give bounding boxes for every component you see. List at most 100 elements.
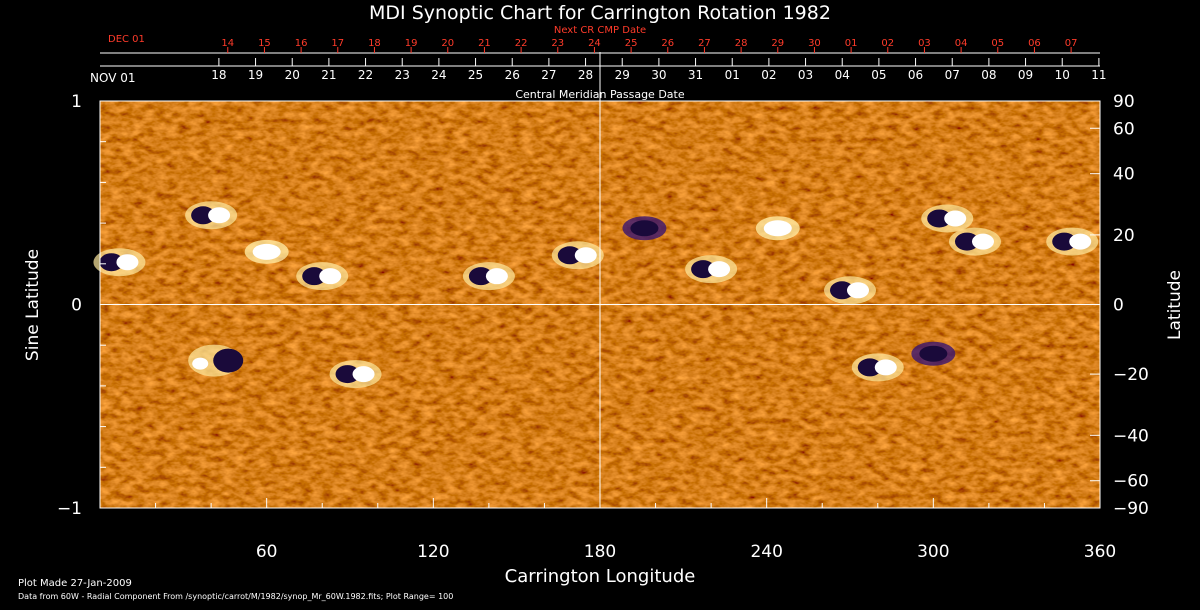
y-tick-label-left: 0 bbox=[71, 296, 82, 316]
next-cmp-date-label: 25 bbox=[625, 38, 638, 49]
negative-polarity bbox=[857, 358, 882, 377]
active-region bbox=[949, 227, 1001, 256]
next-cmp-date-label: 23 bbox=[551, 38, 564, 49]
negative-polarity bbox=[302, 267, 327, 286]
negative-polarity bbox=[335, 365, 360, 384]
cmp-date-label: 11 bbox=[1091, 68, 1106, 82]
next-cmp-date-label: 03 bbox=[918, 38, 931, 49]
active-region bbox=[296, 262, 349, 291]
cmp-date-label: 21 bbox=[321, 68, 336, 82]
next-cmp-date-label: 05 bbox=[991, 38, 1004, 49]
next-cmp-date-label: 02 bbox=[881, 38, 894, 49]
cmp-date-label: 03 bbox=[798, 68, 813, 82]
next-cmp-date-label: 06 bbox=[1028, 38, 1041, 49]
y-axis-label-right: Latitude bbox=[1165, 270, 1185, 340]
active-region bbox=[685, 255, 738, 284]
cmp-date-label: 26 bbox=[505, 68, 520, 82]
positive-polarity bbox=[252, 243, 281, 260]
next-cmp-date-label: 18 bbox=[368, 38, 381, 49]
positive-polarity bbox=[1069, 233, 1092, 250]
y-tick-label-left: −1 bbox=[57, 499, 82, 519]
y-tick-label-right: 40 bbox=[1113, 165, 1135, 185]
active-region bbox=[911, 341, 956, 366]
cmp-axis-label: Central Meridian Passage Date bbox=[515, 88, 684, 101]
x-tick-label: 300 bbox=[917, 542, 949, 562]
active-region bbox=[244, 239, 289, 264]
next-cmp-date-label: 17 bbox=[331, 38, 344, 49]
negative-polarity bbox=[691, 260, 716, 279]
next-cmp-month-label: DEC 01 bbox=[108, 34, 145, 45]
next-cmp-date-label: 07 bbox=[1065, 38, 1078, 49]
y-tick-label-right: −90 bbox=[1113, 499, 1149, 519]
positive-polarity bbox=[485, 268, 508, 285]
y-tick-label-right: −60 bbox=[1113, 472, 1149, 492]
cmp-date-label: 10 bbox=[1055, 68, 1070, 82]
negative-polarity bbox=[955, 232, 979, 251]
negative-polarity bbox=[927, 209, 952, 228]
cmp-date-label: 24 bbox=[431, 68, 446, 82]
x-tick-label: 180 bbox=[584, 542, 616, 562]
next-cmp-date-label: 15 bbox=[258, 38, 271, 49]
cmp-date-label: 25 bbox=[468, 68, 483, 82]
positive-polarity bbox=[708, 261, 731, 278]
active-region bbox=[551, 241, 604, 270]
negative-polarity bbox=[830, 281, 854, 300]
plot-made-note: Plot Made 27-Jan-2009 bbox=[18, 578, 132, 589]
cmp-date-label: 28 bbox=[578, 68, 593, 82]
axis-guides bbox=[100, 52, 1100, 508]
cmp-date-label: 22 bbox=[358, 68, 373, 82]
active-region bbox=[921, 204, 974, 233]
cmp-date-label: 29 bbox=[615, 68, 630, 82]
cmp-date-label: 05 bbox=[871, 68, 886, 82]
cmp-date-label: 27 bbox=[541, 68, 556, 82]
next-cmp-date-label: 21 bbox=[478, 38, 491, 49]
active-region bbox=[755, 216, 800, 241]
negative-polarity bbox=[213, 348, 244, 373]
negative-polarity bbox=[191, 206, 216, 225]
x-tick-label: 120 bbox=[417, 542, 449, 562]
next-cmp-date-label: 01 bbox=[845, 38, 858, 49]
cmp-date-label: 01 bbox=[725, 68, 740, 82]
y-tick-label-right: 0 bbox=[1113, 296, 1124, 316]
next-cmp-date-label: 24 bbox=[588, 38, 601, 49]
next-cmp-date-label: 27 bbox=[698, 38, 711, 49]
cmp-date-label: 09 bbox=[1018, 68, 1033, 82]
positive-polarity bbox=[192, 357, 209, 370]
negative-polarity bbox=[919, 345, 948, 362]
negative-polarity bbox=[1052, 232, 1077, 251]
cmp-month-label: NOV 01 bbox=[90, 71, 136, 85]
y-tick-label-right: −40 bbox=[1113, 426, 1149, 446]
y-axis-left: 1 0 −1 bbox=[57, 92, 112, 519]
active-regions bbox=[93, 201, 1099, 389]
next-cmp-date-label: 16 bbox=[295, 38, 308, 49]
cmp-date-label: 08 bbox=[981, 68, 996, 82]
active-region bbox=[824, 276, 876, 305]
positive-polarity bbox=[319, 268, 342, 285]
positive-polarity bbox=[116, 254, 139, 271]
data-source-note: Data from 60W - Radial Component From /s… bbox=[18, 592, 454, 601]
next-cmp-date-label: 19 bbox=[405, 38, 418, 49]
y-axis-right: 90 60 40 20 0 −20 −40 −60 −90 bbox=[1090, 92, 1149, 519]
next-cmp-date-label: 28 bbox=[735, 38, 748, 49]
y-tick-label-left: 1 bbox=[71, 92, 82, 112]
positive-polarity bbox=[574, 247, 597, 264]
active-region bbox=[622, 216, 667, 241]
cmp-date-axis: 11 10 09 08 07 06 05 04 03 02 01 31 30 29 28 27 26 25 24 23… bbox=[100, 58, 1107, 82]
x-tick-label: 240 bbox=[750, 542, 782, 562]
y-tick-label-right: 60 bbox=[1113, 119, 1135, 139]
negative-polarity bbox=[99, 253, 124, 272]
active-region bbox=[93, 248, 146, 277]
active-region bbox=[329, 360, 382, 389]
next-cmp-date-label: 30 bbox=[808, 38, 821, 49]
cmp-date-label: 04 bbox=[835, 68, 850, 82]
positive-polarity bbox=[944, 210, 967, 227]
next-cmp-axis-label: Next CR CMP Date bbox=[554, 25, 646, 36]
cmp-date-label: 31 bbox=[688, 68, 703, 82]
x-tick-label: 60 bbox=[256, 542, 278, 562]
cmp-date-label: 23 bbox=[395, 68, 410, 82]
positive-polarity bbox=[874, 359, 897, 376]
positive-polarity bbox=[208, 207, 231, 224]
y-axis-label-left: Sine Latitude bbox=[23, 249, 43, 361]
x-axis-label: Carrington Longitude bbox=[505, 566, 696, 587]
